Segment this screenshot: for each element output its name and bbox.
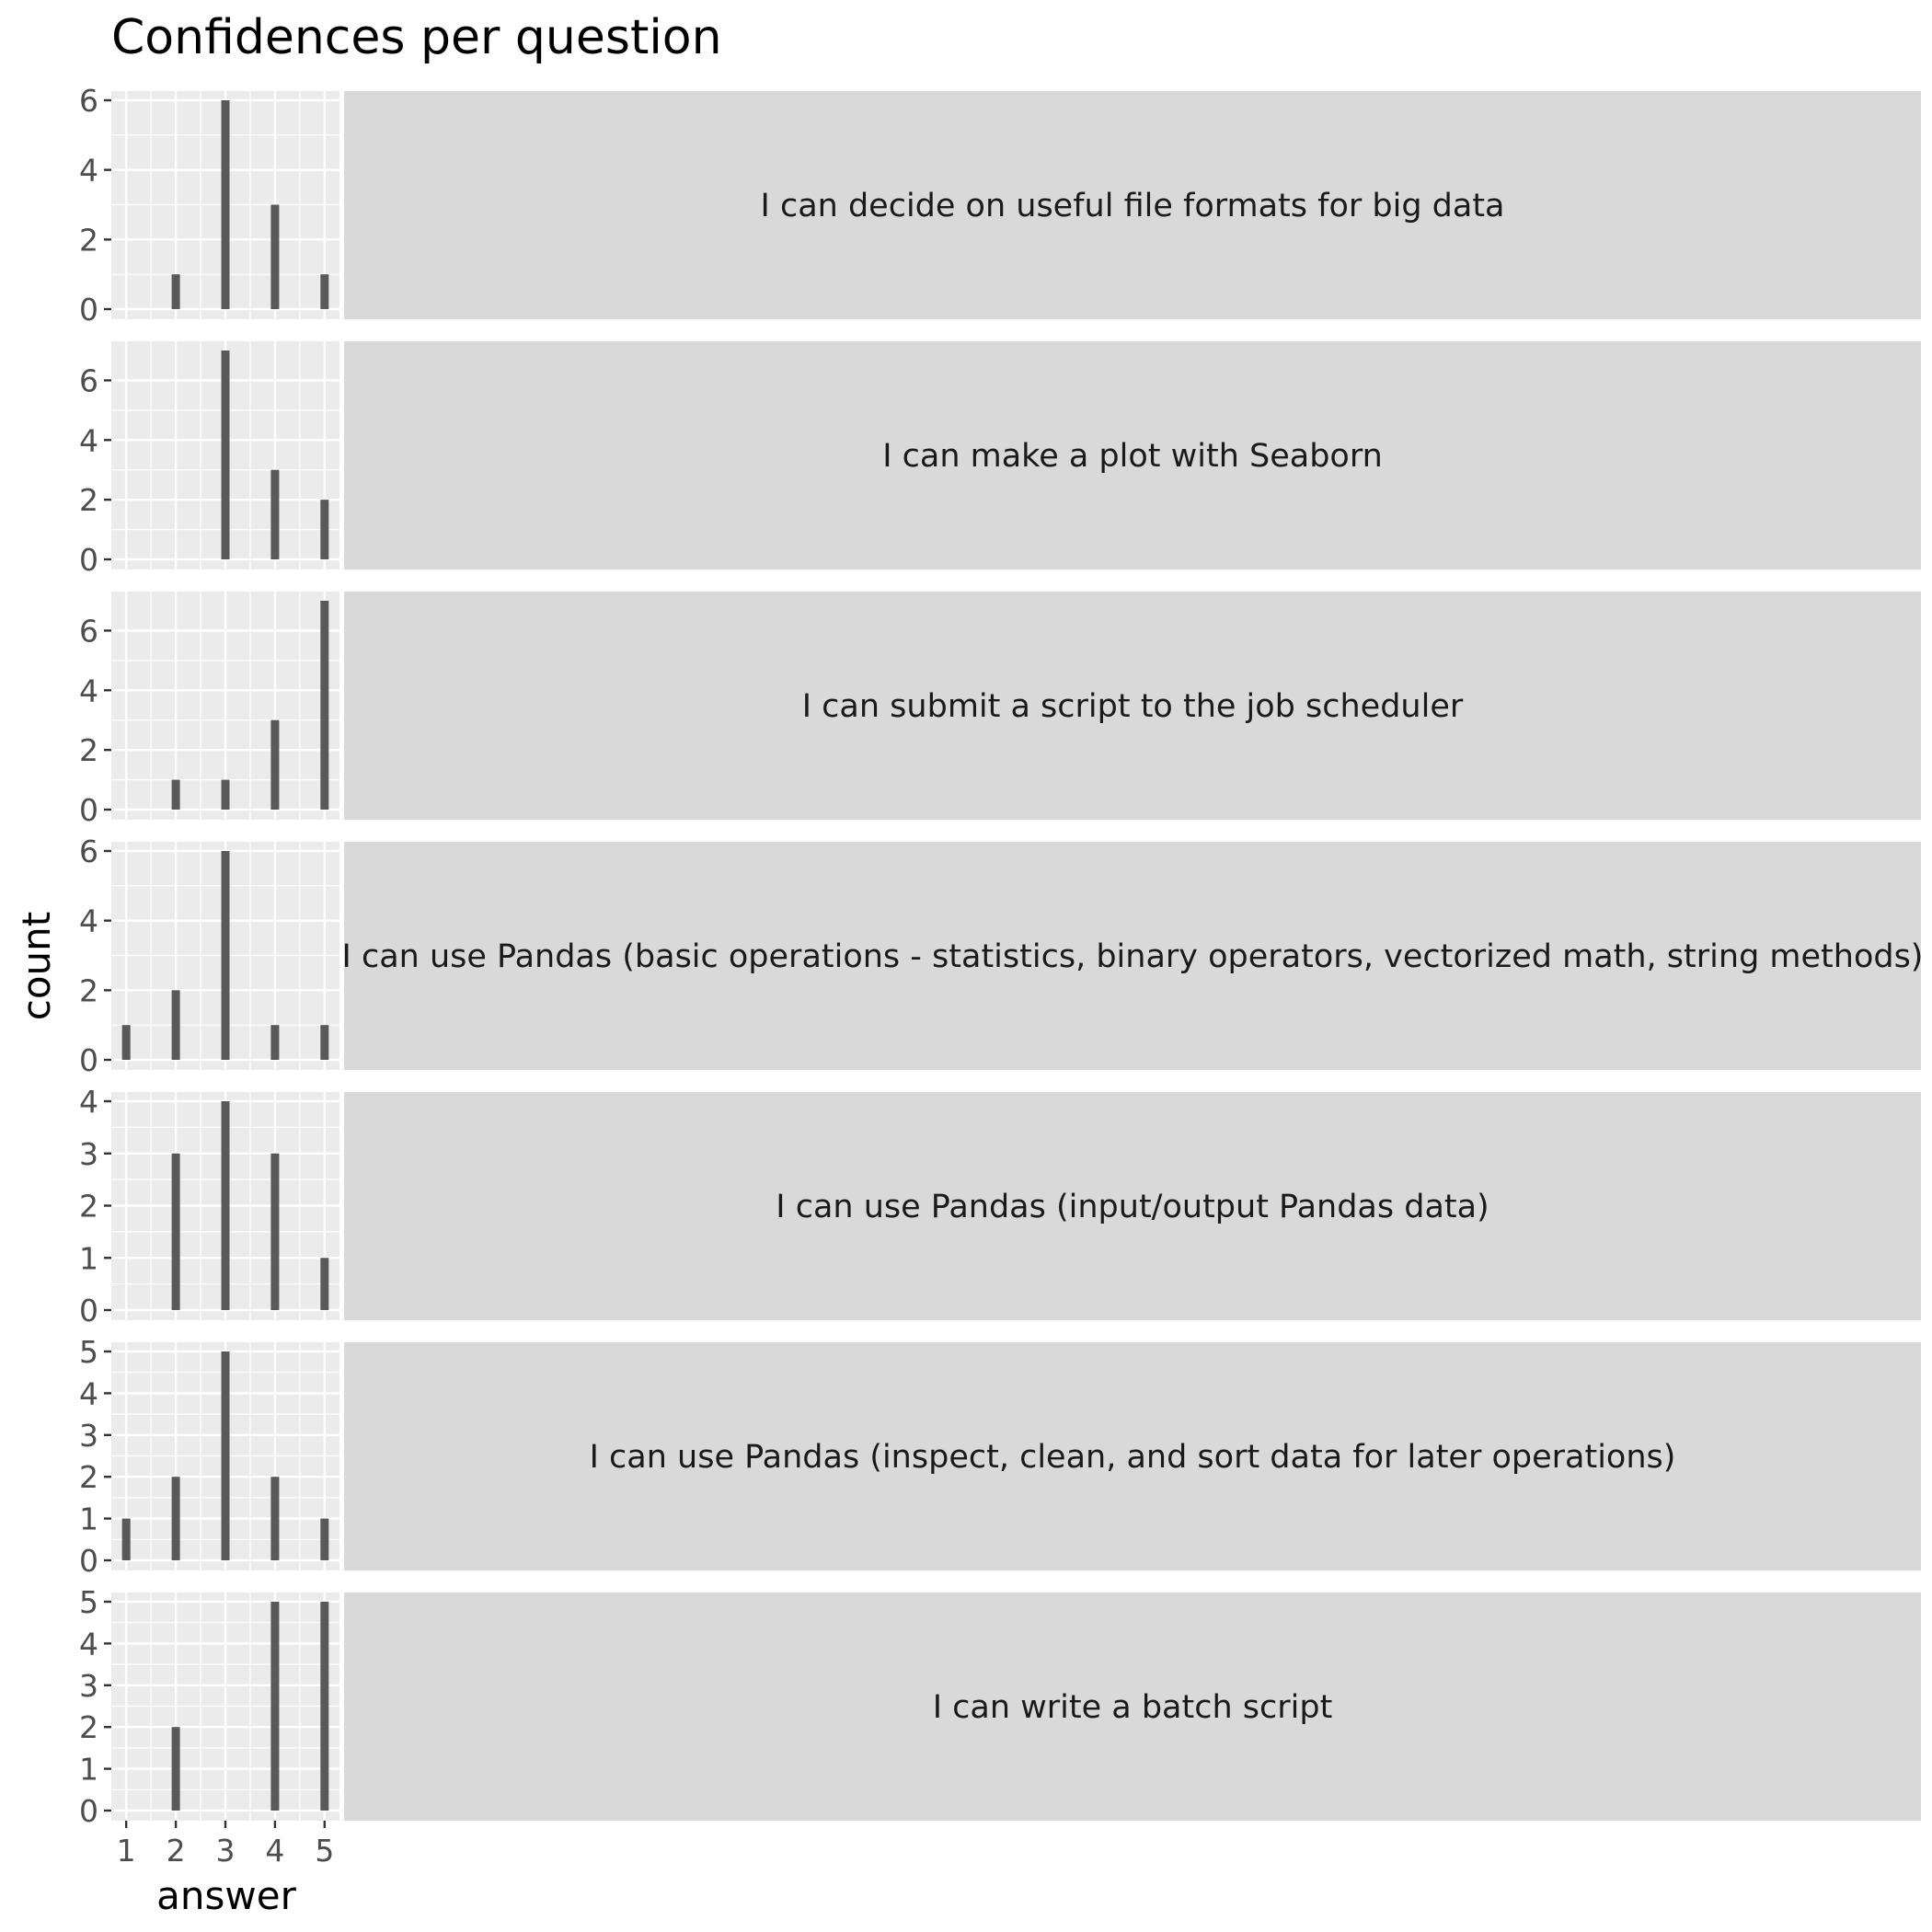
bar [221, 351, 230, 559]
y-tick-label: 4 [79, 1626, 98, 1662]
y-axis-title: count [14, 912, 59, 1021]
bar [270, 204, 280, 309]
y-tick-label: 1 [79, 1240, 98, 1276]
facet-strip-label: I can decide on useful file formats for … [761, 188, 1505, 224]
x-tick-label: 4 [265, 1833, 284, 1869]
bar [270, 1025, 280, 1060]
y-tick-label: 5 [79, 1334, 98, 1370]
y-tick-label: 2 [79, 222, 98, 258]
facet-panel: 0 2 4 6 I can use Pandas (basic operations -… [79, 834, 1923, 1078]
y-tick-label: 0 [79, 792, 98, 828]
y-tick-label: 6 [79, 362, 98, 398]
y-tick-label: 6 [79, 613, 98, 649]
y-tick-label: 2 [79, 1459, 98, 1495]
bar [320, 274, 329, 309]
facet-panel: 0 1 2 3 4 5 I can write a batch script [79, 1584, 1921, 1829]
facet-strip [344, 592, 1921, 820]
x-tick-label: 3 [216, 1833, 236, 1869]
y-tick-label: 5 [79, 1584, 98, 1620]
y-tick-label: 3 [79, 1418, 98, 1454]
facet-strip [344, 1593, 1921, 1821]
y-tick-label: 3 [79, 1136, 98, 1172]
y-tick-label: 4 [79, 153, 98, 189]
y-tick-label: 6 [79, 834, 98, 869]
x-tick-label: 2 [167, 1833, 186, 1869]
bar [121, 1025, 131, 1060]
y-tick-label: 0 [79, 1293, 98, 1328]
bar [171, 1727, 180, 1811]
y-tick-label: 2 [79, 482, 98, 518]
facet-strip-label: I can use Pandas (basic operations - sta… [342, 938, 1924, 975]
bar [221, 851, 230, 1060]
bar [221, 100, 230, 309]
y-tick-label: 1 [79, 1501, 98, 1537]
facet-strip [344, 341, 1921, 569]
y-tick-label: 4 [79, 903, 98, 939]
y-tick-label: 2 [79, 732, 98, 768]
bar [320, 1518, 329, 1560]
bar [320, 500, 329, 559]
y-tick-label: 1 [79, 1752, 98, 1788]
bar [320, 601, 329, 810]
y-tick-label: 4 [79, 1375, 98, 1411]
bar [270, 1477, 280, 1560]
facet-strip-label: I can use Pandas (input/output Pandas da… [776, 1189, 1489, 1225]
facet-strip [344, 91, 1921, 319]
bar [171, 779, 180, 810]
bar [320, 1258, 329, 1310]
x-axis-title: answer [156, 1873, 296, 1918]
bar [171, 1477, 180, 1560]
x-tick-label: 1 [117, 1833, 136, 1869]
facet-strip [344, 1342, 1921, 1570]
chart-title: Confidences per question [111, 10, 722, 65]
bar [320, 1602, 329, 1811]
bar [221, 1101, 230, 1310]
bar [171, 990, 180, 1060]
bar [270, 719, 280, 810]
bar [171, 1153, 180, 1310]
facet-strip-label: I can write a batch script [933, 1689, 1333, 1726]
y-tick-label: 2 [79, 1709, 98, 1745]
facet-strip-label: I can make a plot with Seaborn [882, 438, 1383, 475]
y-tick-label: 0 [79, 1793, 98, 1829]
y-tick-label: 0 [79, 1042, 98, 1078]
y-tick-label: 4 [79, 1084, 98, 1120]
facet-panels: 0 2 4 6 I can decide on useful file formats … [79, 83, 1923, 1829]
bar [270, 469, 280, 559]
facet-strip [344, 1092, 1921, 1320]
facet-panel: 0 2 4 6 I can make a plot with Seaborn [79, 341, 1921, 578]
bar [270, 1153, 280, 1310]
y-tick-label: 0 [79, 292, 98, 328]
facet-panel: 0 2 4 6 I can decide on useful file formats … [79, 83, 1921, 328]
y-tick-label: 6 [79, 83, 98, 119]
bar [320, 1025, 329, 1060]
y-tick-label: 4 [79, 673, 98, 708]
bar [121, 1518, 131, 1560]
y-tick-label: 2 [79, 1189, 98, 1225]
facet-strip [344, 842, 1921, 1070]
y-tick-label: 0 [79, 1543, 98, 1579]
x-tick-label: 5 [315, 1833, 334, 1869]
y-tick-label: 0 [79, 542, 98, 578]
facet-panel: 0 2 4 6 I can submit a script to the job sch… [79, 592, 1921, 828]
bar [171, 274, 180, 309]
bar [221, 1351, 230, 1560]
y-tick-label: 3 [79, 1668, 98, 1704]
facet-strip-label: I can use Pandas (inspect, clean, and so… [590, 1439, 1676, 1476]
facet-strip-label: I can submit a script to the job schedul… [802, 688, 1464, 725]
y-tick-label: 4 [79, 422, 98, 458]
facet-panel: 0 1 2 3 4 I can use Pandas (input/output Pand… [79, 1084, 1921, 1328]
bar [270, 1602, 280, 1811]
y-tick-label: 2 [79, 972, 98, 1008]
bar [221, 779, 230, 810]
facet-panel: 0 1 2 3 4 5 I can use Pandas (inspect, clean, … [79, 1334, 1921, 1579]
